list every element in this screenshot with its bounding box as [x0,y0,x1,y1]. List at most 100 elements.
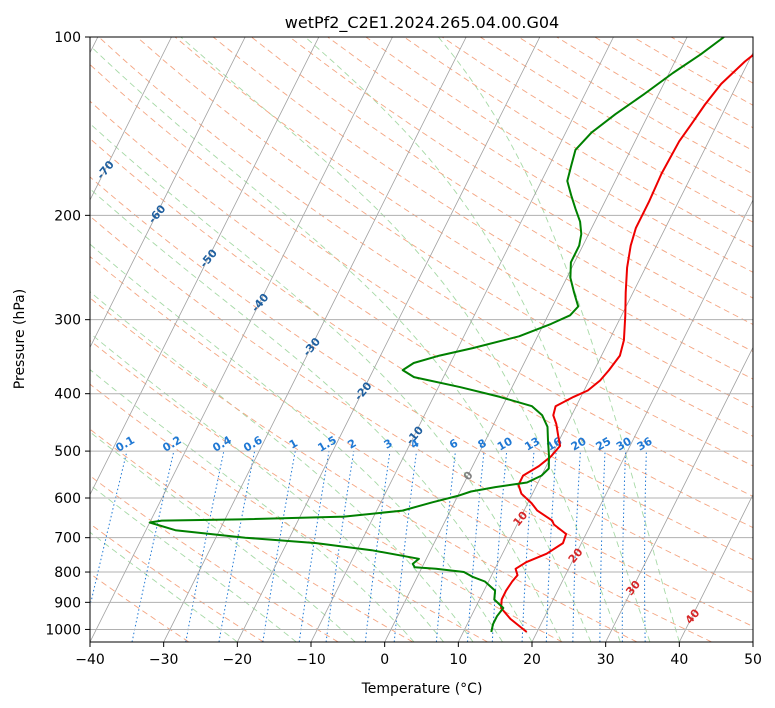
y-axis-label: Pressure (hPa) [12,289,28,389]
mixing-ratio-label: 6 [447,436,460,451]
dry-adiabat [90,256,712,642]
y-tick-label: 700 [54,531,81,547]
dry-adiabat [90,383,488,642]
dry-adiabat [90,138,753,561]
isotherm-label: 40 [683,606,703,626]
dry-adiabat [174,37,753,408]
dry-adiabat [98,37,753,467]
y-tick-label: 400 [54,387,81,403]
dry-adiabat [518,37,753,175]
isotherm-line [90,37,393,642]
isotherm-label: 30 [623,578,643,598]
y-tick-label: 600 [54,491,81,507]
mixing-ratio-line [393,451,418,642]
temperature-line [500,53,753,633]
dry-adiabat [90,339,563,642]
moist-adiabat [90,484,297,642]
dry-adiabat [90,63,753,497]
mixing-ratio-line [545,451,557,642]
y-tick-label: 200 [54,208,81,224]
x-tick-label: 0 [380,652,389,668]
x-axis-label: Temperature (°C) [361,681,483,697]
isotherm-line [236,37,541,642]
isotherm-line [90,37,172,201]
isotherm-label: 10 [511,509,531,529]
x-axis-ticks: −40 −30 −20 −10 0 10 20 30 40 50 [75,642,762,668]
y-tick-label: 500 [54,444,81,460]
isotherm-label: -20 [352,379,375,403]
dry-adiabat [90,523,264,642]
mixing-ratio-line [298,451,330,642]
mixing-ratio-line [599,451,606,642]
dry-adiabat [90,176,753,594]
y-tick-label: 900 [54,595,81,611]
isotherm-label: -80 [43,114,66,138]
moist-adiabat [304,37,651,642]
plot-area: -100-90-80-70-60-50-40-30-20-10010203040… [0,37,753,642]
x-tick-label: 30 [597,652,615,668]
isotherm-label: -90 [0,70,14,94]
x-tick-label: 50 [744,652,762,668]
mixing-ratio-label: 2 [345,437,358,452]
mixing-ratio-label: 8 [476,437,489,452]
dry-adiabat [403,37,753,248]
mixing-ratio-line [621,451,627,642]
moist-adiabat [90,431,356,642]
y-tick-label: 300 [54,313,81,329]
isotherm-line [310,37,614,642]
isotherm-line [531,199,753,642]
isotherms [90,37,753,642]
dry-adiabat [90,215,753,628]
y-tick-label: 800 [54,565,81,581]
moist-adiabat [180,37,621,642]
y-tick-label: 100 [54,30,81,46]
plot-frame [89,36,754,643]
mixing-ratio-line [364,451,391,642]
moist-adiabat [90,332,444,642]
x-tick-label: 10 [449,652,467,668]
mixing-ratio-lines [90,450,647,642]
dewpoint-line [148,37,725,633]
isotherm-label: -70 [94,158,117,182]
dry-adiabats [90,37,753,642]
series-lines [148,37,753,633]
mixing-ratio-line [131,450,175,642]
x-tick-label: −20 [223,652,253,668]
dry-adiabat [670,37,753,84]
moist-adiabat [438,37,680,642]
x-tick-label: −30 [149,652,179,668]
isotherm-label: 20 [566,545,586,565]
mixing-ratio-line [218,451,256,642]
moist-adiabat [90,188,533,642]
moist-adiabat [90,243,503,642]
moist-adiabat [90,44,592,642]
isotherm-label: -30 [300,335,323,359]
dry-adiabat [90,297,638,642]
mixing-ratio-line [467,451,485,642]
dry-adiabat [251,37,753,352]
pressure-gridlines [90,37,753,630]
dry-adiabat [90,100,753,529]
x-tick-label: 20 [523,652,541,668]
mixing-ratio-line [435,451,456,642]
isotherm-line [163,37,467,642]
isotherm-line [90,37,320,496]
x-tick-label: −40 [75,652,105,668]
isotherm-line [384,37,688,642]
mixing-ratio-line [325,451,355,642]
y-tick-label: 1000 [45,622,81,638]
isotherm-label: 0 [461,469,476,483]
chart-title: wetPf2_C2E1.2024.265.04.00.G04 [285,13,559,33]
mixing-ratio-line [90,450,128,609]
mixing-ratio-line [644,451,647,642]
x-tick-label: 40 [670,652,688,668]
y-axis-ticks: 100 200 300 400 500 600 700 800 900 1000 [45,30,90,638]
dry-adiabat [556,37,753,152]
dry-adiabat [480,37,753,199]
mixing-ratio-label: 3 [382,437,395,452]
isotherm-line [605,346,753,642]
isotherm-line [752,641,753,642]
x-tick-label: −10 [296,652,326,668]
